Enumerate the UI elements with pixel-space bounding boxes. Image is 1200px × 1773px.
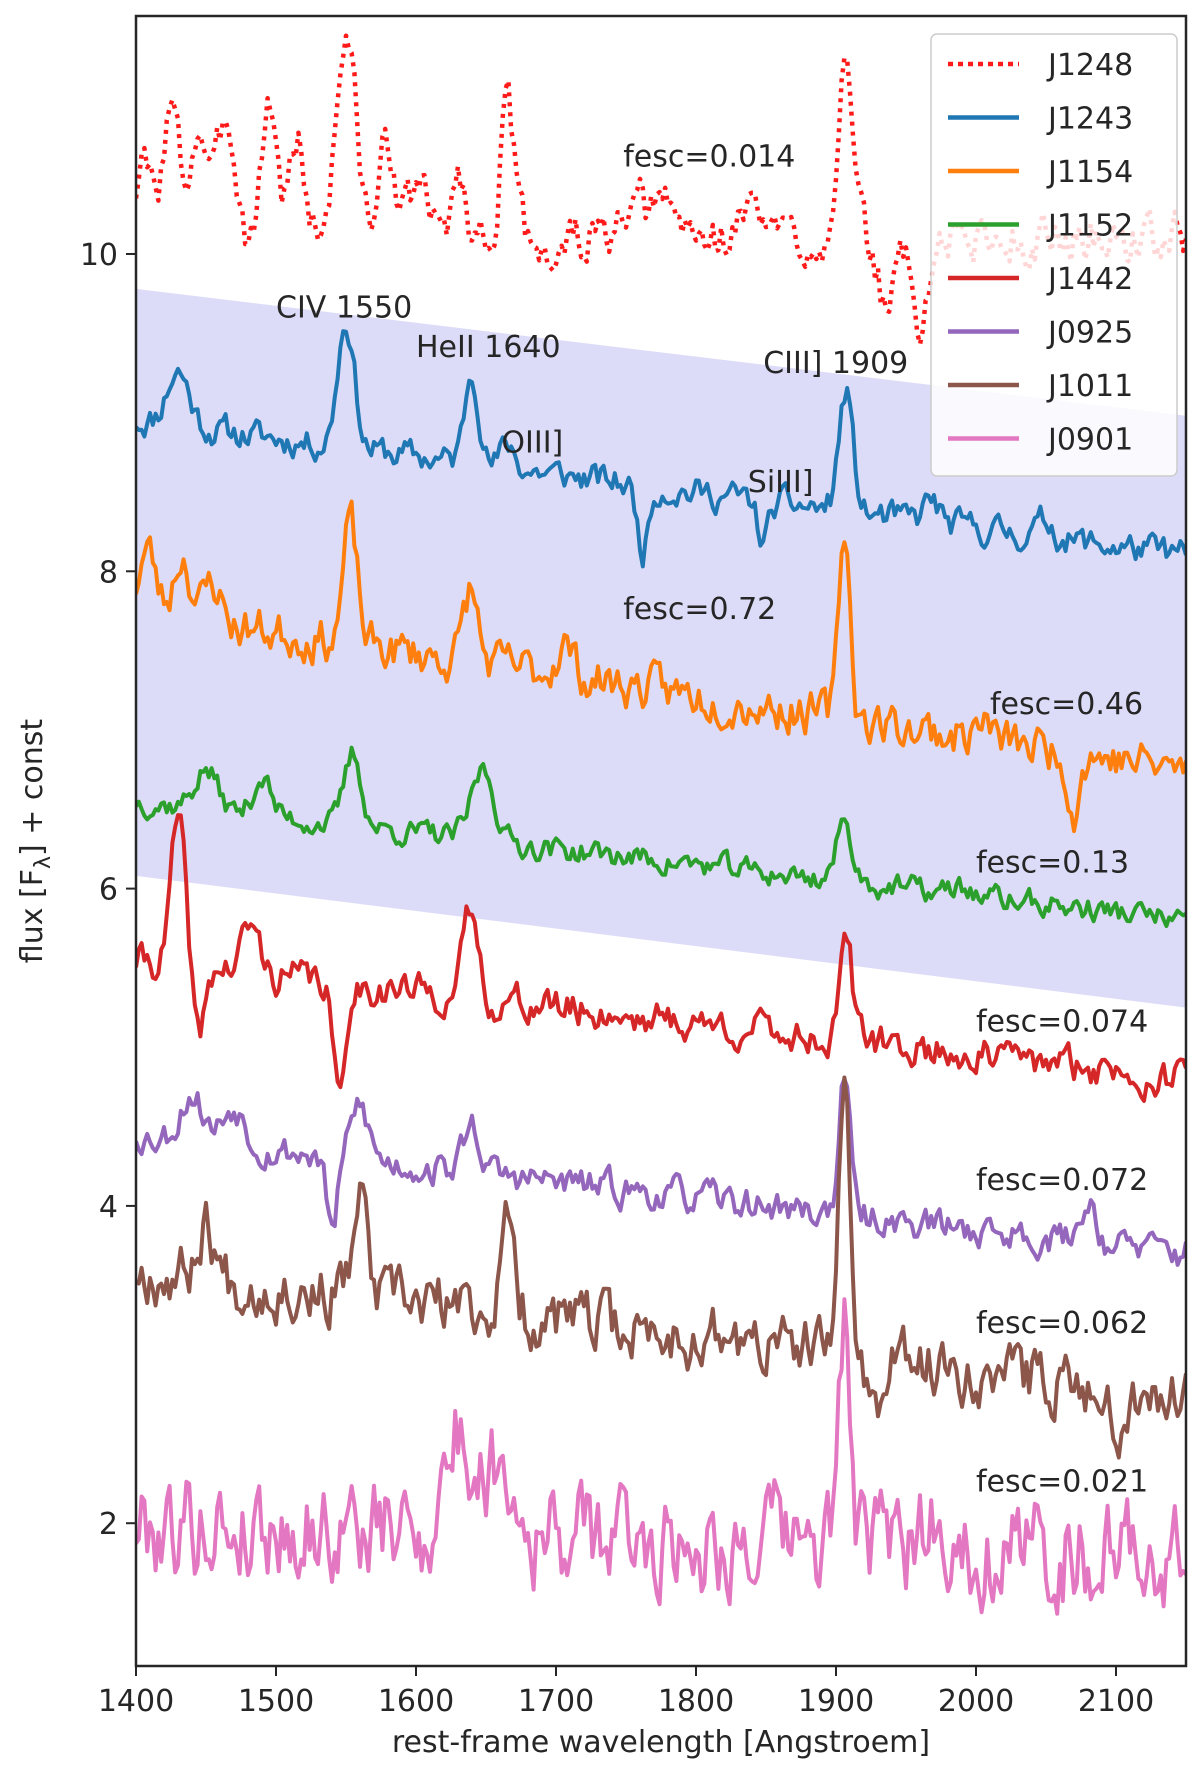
x-tick-label: 1800 bbox=[658, 1684, 734, 1719]
y-tick-label: 8 bbox=[99, 555, 118, 590]
legend-label-j1243: J1243 bbox=[1046, 102, 1133, 137]
x-tick-label: 2000 bbox=[938, 1684, 1014, 1719]
series-line-j1011 bbox=[136, 1075, 1186, 1460]
annotation-layer: fesc=0.014 fesc=0.72 fesc=0.46 fesc=0.13 fes… bbox=[276, 140, 1148, 1500]
legend-label-j0901: J0901 bbox=[1046, 423, 1133, 458]
legend-label-j0925: J0925 bbox=[1046, 316, 1133, 351]
fesc-label-j1152: fesc=0.13 bbox=[976, 846, 1129, 881]
x-tick-label: 1700 bbox=[518, 1684, 594, 1719]
y-tick-label: 4 bbox=[99, 1190, 118, 1225]
x-axis-label: rest-frame wavelength [Angstroem] bbox=[392, 1725, 930, 1760]
emission-line-label: OIII] bbox=[501, 425, 563, 460]
legend: J1248 J1243 J1154 J1152 J1442 J0925 J1011 J0901 bbox=[930, 33, 1178, 477]
series-line-j0901 bbox=[136, 1297, 1186, 1616]
axes-layer: 1400 1500 1600 1700 1800 1900 2000 2100 2 4 6 8 10 bbox=[80, 238, 1154, 1719]
fesc-label-j1154: fesc=0.46 bbox=[990, 687, 1143, 722]
legend-label-j1152: J1152 bbox=[1046, 209, 1133, 244]
fesc-label-j0925: fesc=0.072 bbox=[976, 1163, 1148, 1198]
emission-line-label: CIII] 1909 bbox=[763, 346, 908, 381]
emission-line-label: HeII 1640 bbox=[416, 330, 561, 365]
fesc-label-j1442: fesc=0.074 bbox=[976, 1004, 1148, 1039]
fesc-label-j1011: fesc=0.062 bbox=[976, 1306, 1148, 1341]
x-tick-label: 2100 bbox=[1078, 1684, 1154, 1719]
plot-frame bbox=[134, 14, 1188, 1668]
series-line-j1442 bbox=[136, 813, 1186, 1103]
y-tick-label: 10 bbox=[80, 238, 118, 273]
series-layer bbox=[136, 33, 1186, 1616]
y-axis-label-prefix: flux [F bbox=[15, 869, 50, 963]
x-tick-label: 1400 bbox=[98, 1684, 174, 1719]
x-tick-label: 1900 bbox=[798, 1684, 874, 1719]
shaded-band bbox=[136, 288, 1186, 1008]
legend-label-j1011: J1011 bbox=[1046, 369, 1133, 404]
y-axis-label-sub: λ bbox=[31, 856, 56, 869]
legend-label-j1154: J1154 bbox=[1046, 155, 1133, 190]
legend-label-j1248: J1248 bbox=[1046, 48, 1133, 83]
emission-line-label: SiIII] bbox=[748, 465, 814, 500]
x-tick-label: 1600 bbox=[378, 1684, 454, 1719]
series-line-j1248 bbox=[136, 33, 1186, 347]
y-axis-label: flux [Fλ] + const bbox=[15, 719, 56, 964]
series-line-j0925 bbox=[136, 1077, 1186, 1267]
series-line-j1154 bbox=[136, 499, 1186, 834]
series-line-j1243 bbox=[136, 329, 1186, 569]
emission-line-label: CIV 1550 bbox=[276, 290, 412, 325]
fesc-label-j0901: fesc=0.021 bbox=[976, 1464, 1148, 1499]
x-tick-label: 1500 bbox=[238, 1684, 314, 1719]
y-tick-label: 2 bbox=[99, 1507, 118, 1542]
y-tick-label: 6 bbox=[99, 873, 118, 908]
fesc-label-j1248: fesc=0.014 bbox=[623, 140, 795, 175]
legend-box bbox=[930, 33, 1178, 477]
y-axis-label-suffix: ] + const bbox=[15, 719, 50, 856]
legend-label-j1442: J1442 bbox=[1046, 262, 1133, 297]
fesc-label-j1243: fesc=0.72 bbox=[623, 592, 776, 627]
series-line-j1152 bbox=[136, 745, 1186, 928]
